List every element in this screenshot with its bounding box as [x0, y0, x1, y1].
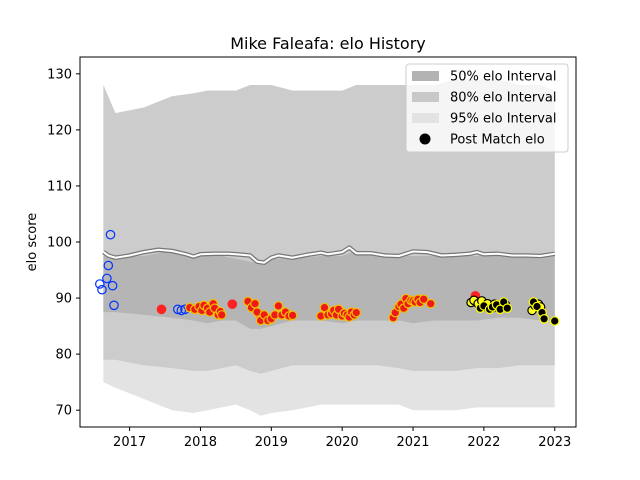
data-point	[287, 310, 298, 321]
legend-swatch	[412, 92, 439, 102]
data-point	[532, 301, 542, 312]
chart-title: Mike Faleafa: elo History	[230, 34, 426, 53]
data-point	[227, 299, 238, 309]
legend-label: 80% elo Interval	[450, 91, 557, 106]
y-tick-label: 100	[47, 236, 72, 251]
x-tick-label: 2021	[396, 435, 429, 450]
mean-elo-line	[102, 245, 556, 265]
legend-label: 50% elo Interval	[450, 70, 557, 85]
y-tick-label: 130	[47, 67, 72, 82]
data-point	[418, 294, 429, 304]
y-axis-label: elo score	[25, 213, 40, 272]
data-point	[549, 316, 560, 326]
x-tick-label: 2023	[538, 435, 571, 450]
data-point	[97, 284, 107, 295]
y-tick-label: 120	[47, 123, 72, 138]
data-point	[425, 298, 436, 309]
data-point	[107, 280, 118, 291]
data-point	[109, 300, 119, 311]
x-axis-ticks: 2017 2018 2019 2020 2021 2022 2023	[113, 427, 571, 450]
legend: 50% elo Interval 80% elo Interval 95% elo …	[405, 63, 569, 153]
data-point	[156, 304, 167, 315]
x-tick-label: 2020	[326, 435, 359, 450]
data-point	[103, 260, 114, 271]
y-tick-label: 90	[55, 292, 72, 307]
y-tick-label: 110	[47, 179, 72, 194]
legend-marker	[419, 133, 431, 145]
data-point	[273, 301, 284, 311]
data-point	[216, 310, 227, 320]
legend-box	[405, 63, 569, 153]
x-tick-label: 2022	[467, 435, 500, 450]
data-point	[351, 307, 362, 318]
data-point	[502, 303, 513, 313]
data-point	[250, 298, 260, 309]
legend-swatch	[412, 71, 439, 81]
legend-swatch	[412, 113, 439, 123]
post-match-points	[95, 229, 560, 326]
y-tick-label: 70	[55, 404, 72, 419]
data-point	[102, 273, 112, 284]
y-tick-label: 80	[55, 348, 72, 363]
legend-label: Post Match elo	[450, 133, 545, 148]
x-tick-label: 2019	[255, 435, 288, 450]
x-tick-label: 2018	[184, 435, 217, 450]
data-point	[105, 229, 116, 240]
plot-area	[95, 79, 560, 416]
data-point	[95, 279, 105, 289]
mean-line-core	[102, 246, 555, 264]
data-point	[539, 313, 549, 324]
legend-label: 95% elo Interval	[450, 112, 557, 127]
x-tick-label: 2017	[113, 435, 146, 450]
y-axis-ticks: 70 80 90 100 110 120 130	[47, 67, 80, 419]
